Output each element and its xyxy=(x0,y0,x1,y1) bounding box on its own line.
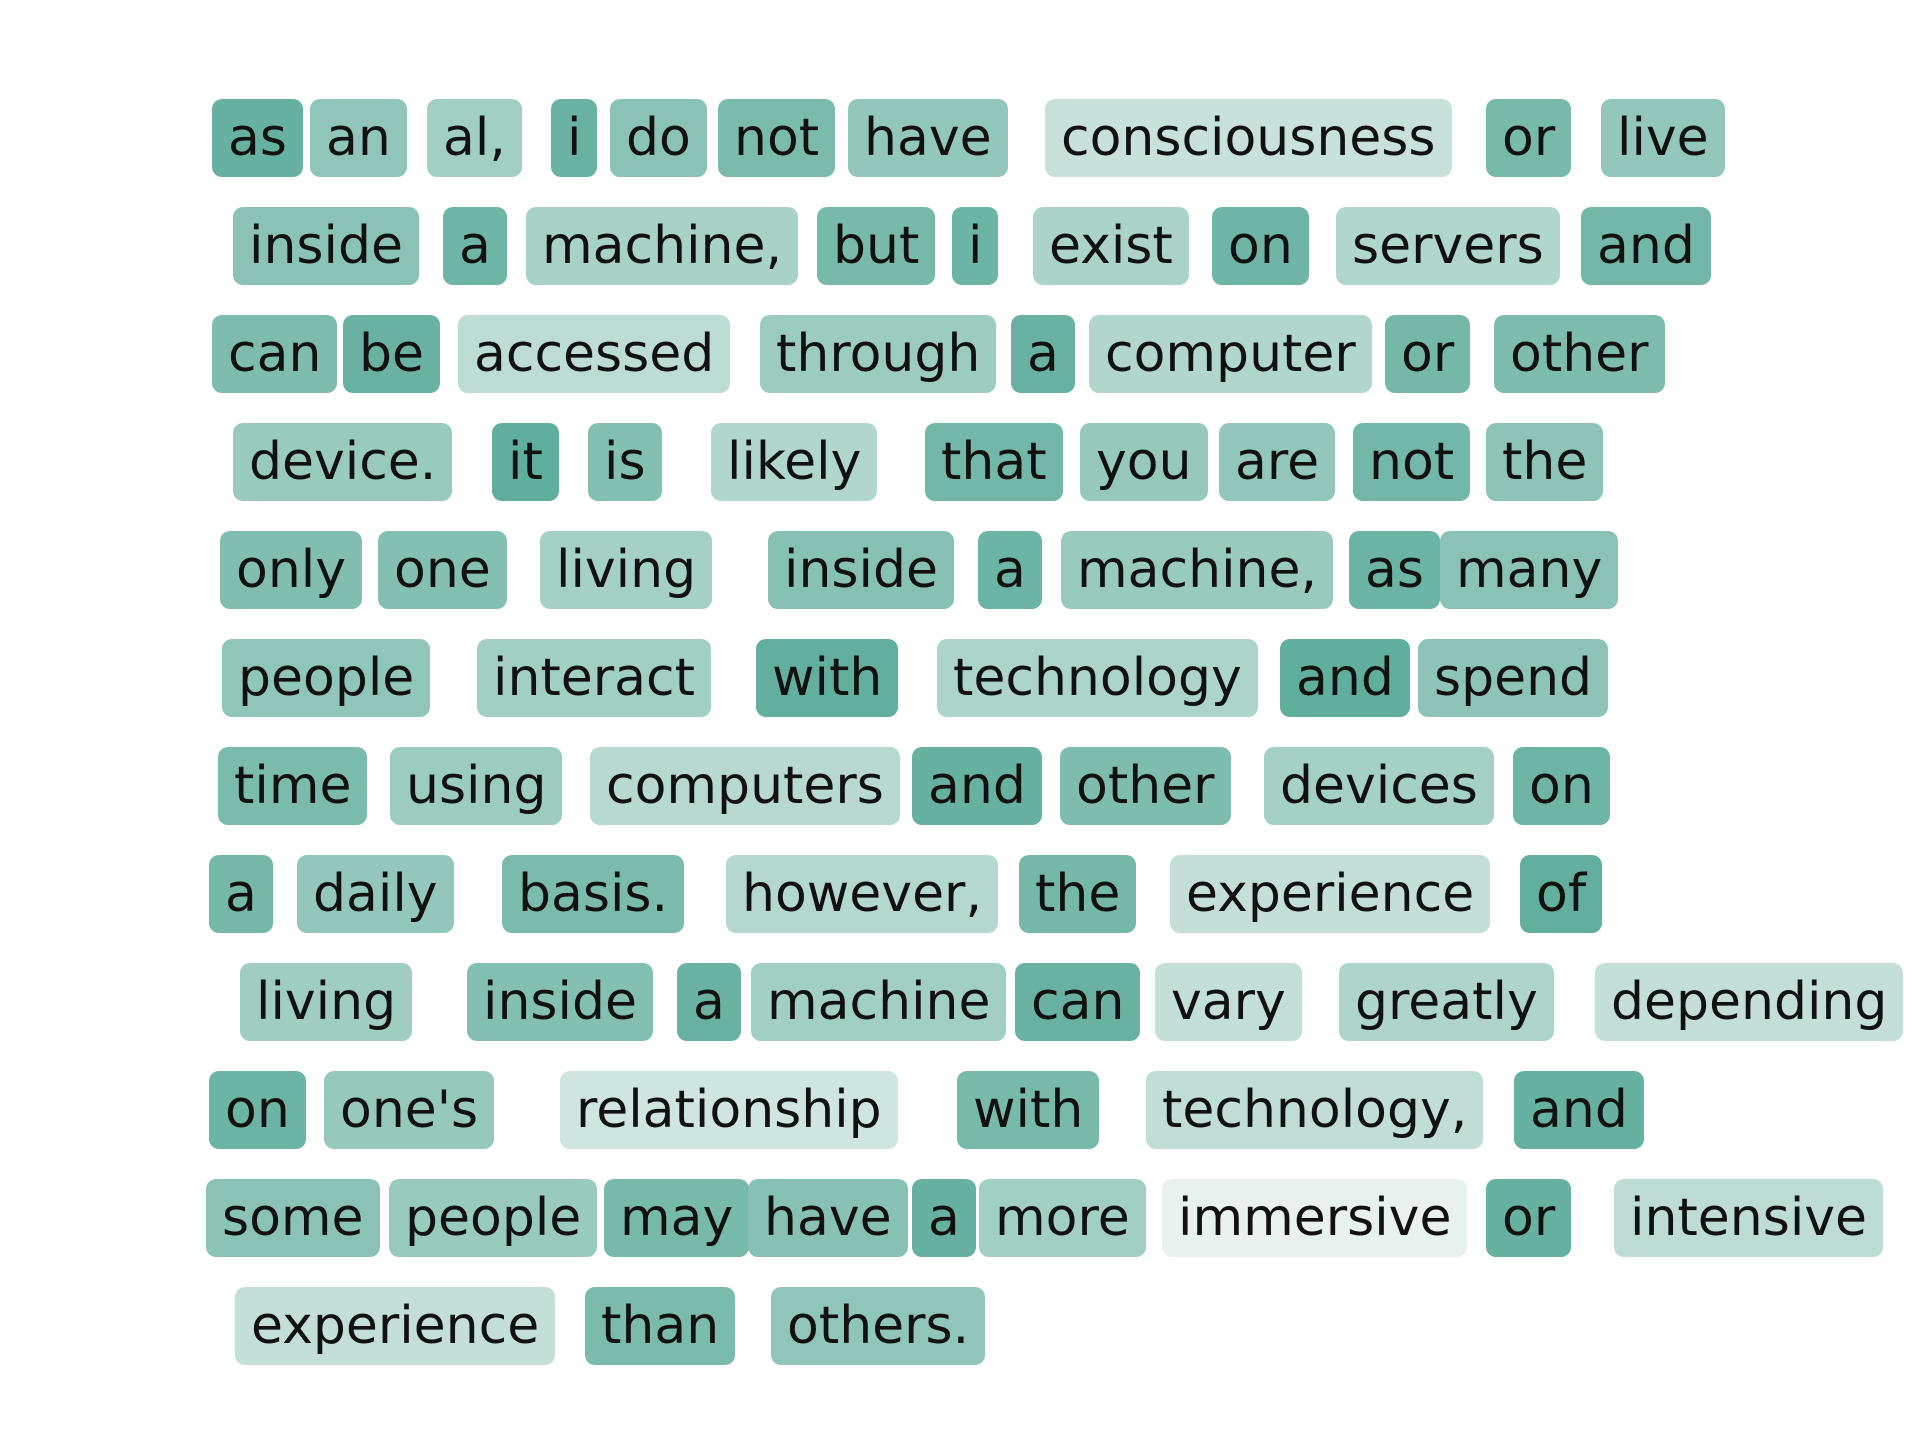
token: is xyxy=(588,423,662,501)
token: as xyxy=(1349,531,1440,609)
token: not xyxy=(1353,423,1471,501)
token: the xyxy=(1019,855,1137,933)
token: can xyxy=(212,315,338,393)
token: i xyxy=(551,99,598,177)
token: can xyxy=(1015,963,1141,1041)
token: people xyxy=(222,639,431,717)
token: are xyxy=(1219,423,1336,501)
token: consciousness xyxy=(1045,99,1452,177)
token: on xyxy=(1212,207,1309,285)
token: other xyxy=(1494,315,1665,393)
token: as xyxy=(212,99,303,177)
token: that xyxy=(925,423,1063,501)
token: accessed xyxy=(458,315,731,393)
token: a xyxy=(978,531,1042,609)
token: basis. xyxy=(502,855,685,933)
token: it xyxy=(492,423,559,501)
token: and xyxy=(1514,1071,1644,1149)
token: with xyxy=(756,639,899,717)
token: others. xyxy=(771,1287,986,1365)
token: experience xyxy=(235,1287,556,1365)
token: and xyxy=(1280,639,1410,717)
token: inside xyxy=(467,963,653,1041)
token: machine, xyxy=(526,207,798,285)
token: inside xyxy=(768,531,954,609)
token: immersive xyxy=(1162,1179,1468,1257)
token: device. xyxy=(233,423,453,501)
token: machine, xyxy=(1061,531,1333,609)
token: people xyxy=(389,1179,598,1257)
token: inside xyxy=(233,207,419,285)
token: through xyxy=(760,315,997,393)
token: living xyxy=(540,531,713,609)
token: devices xyxy=(1264,747,1494,825)
token: greatly xyxy=(1339,963,1554,1041)
token: be xyxy=(343,315,440,393)
token: a xyxy=(209,855,273,933)
token: intensive xyxy=(1614,1179,1884,1257)
token: experience xyxy=(1170,855,1491,933)
token: may xyxy=(604,1179,750,1257)
token: one xyxy=(378,531,507,609)
token: some xyxy=(206,1179,380,1257)
token: do xyxy=(610,99,707,177)
token: relationship xyxy=(560,1071,898,1149)
token: al, xyxy=(427,99,522,177)
token: other xyxy=(1060,747,1231,825)
token: the xyxy=(1486,423,1604,501)
token: computer xyxy=(1089,315,1372,393)
token: computers xyxy=(590,747,900,825)
token: daily xyxy=(297,855,454,933)
token: live xyxy=(1601,99,1725,177)
token: a xyxy=(443,207,507,285)
token: using xyxy=(390,747,563,825)
token: than xyxy=(585,1287,736,1365)
token: machine xyxy=(751,963,1007,1041)
token: time xyxy=(218,747,368,825)
token: however, xyxy=(726,855,998,933)
token: servers xyxy=(1336,207,1560,285)
token: a xyxy=(1011,315,1075,393)
token: interact xyxy=(477,639,712,717)
token: depending xyxy=(1595,963,1904,1041)
token: exist xyxy=(1033,207,1189,285)
token: or xyxy=(1486,1179,1572,1257)
token: but xyxy=(817,207,936,285)
token: not xyxy=(718,99,836,177)
token: i xyxy=(952,207,999,285)
token: many xyxy=(1440,531,1619,609)
token: a xyxy=(677,963,741,1041)
token: you xyxy=(1080,423,1208,501)
token: of xyxy=(1520,855,1603,933)
token: an xyxy=(310,99,407,177)
token: on xyxy=(1513,747,1610,825)
token: and xyxy=(1581,207,1711,285)
token: technology, xyxy=(1146,1071,1484,1149)
token: spend xyxy=(1418,639,1609,717)
token: technology xyxy=(937,639,1258,717)
token: living xyxy=(240,963,413,1041)
token: a xyxy=(912,1179,976,1257)
token: have xyxy=(748,1179,908,1257)
token: only xyxy=(220,531,362,609)
token: more xyxy=(979,1179,1146,1257)
token: vary xyxy=(1155,963,1302,1041)
token: with xyxy=(957,1071,1100,1149)
token: one's xyxy=(324,1071,495,1149)
token: and xyxy=(912,747,1042,825)
token: on xyxy=(209,1071,306,1149)
token: likely xyxy=(711,423,878,501)
token: or xyxy=(1486,99,1572,177)
token: have xyxy=(848,99,1008,177)
token: or xyxy=(1385,315,1471,393)
